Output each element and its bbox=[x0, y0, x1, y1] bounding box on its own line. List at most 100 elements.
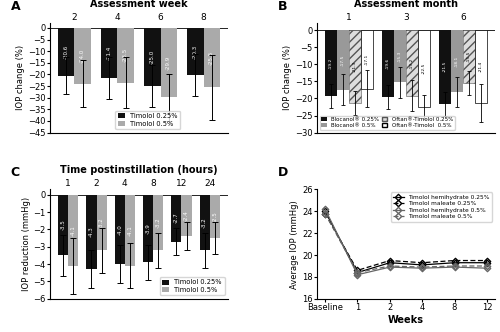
Y-axis label: IOP change (%): IOP change (%) bbox=[284, 45, 292, 111]
Bar bbox=[418, 30, 430, 107]
Text: -4.1: -4.1 bbox=[71, 225, 76, 236]
Line: Timolol hemihydrate 0.5%: Timolol hemihydrate 0.5% bbox=[322, 206, 490, 278]
Text: D: D bbox=[278, 166, 288, 179]
Text: -19.2: -19.2 bbox=[329, 57, 333, 68]
Timolol maleate 0.25% bbox=[419, 261, 425, 265]
Bar bbox=[361, 30, 373, 89]
Text: B: B bbox=[278, 0, 287, 13]
Title: Time postinstillation (hours): Time postinstillation (hours) bbox=[60, 165, 218, 175]
Bar bbox=[160, 28, 177, 98]
Text: -2.7: -2.7 bbox=[174, 213, 179, 223]
Bar bbox=[210, 195, 220, 238]
Text: -22.5: -22.5 bbox=[422, 63, 426, 74]
Bar bbox=[58, 195, 68, 255]
Timolol maleate 0.25% bbox=[322, 211, 328, 215]
Timolol hemihydrate 0.5% bbox=[387, 265, 393, 269]
Y-axis label: IOP change (%): IOP change (%) bbox=[16, 45, 26, 111]
Bar bbox=[182, 195, 192, 236]
Text: -15.3: -15.3 bbox=[398, 50, 402, 62]
Y-axis label: Average IOP (mmHg): Average IOP (mmHg) bbox=[290, 200, 300, 289]
Timolol maleate 0.5% bbox=[354, 271, 360, 275]
Text: C: C bbox=[11, 166, 20, 179]
Bar bbox=[463, 30, 475, 83]
Timolol maleate 0.25% bbox=[452, 259, 458, 263]
Timolol maleate 0.5% bbox=[419, 265, 425, 269]
Bar bbox=[58, 28, 74, 76]
Text: -29.9: -29.9 bbox=[166, 55, 171, 70]
Bar bbox=[153, 195, 164, 250]
Bar bbox=[451, 30, 463, 92]
Text: -15.5: -15.5 bbox=[467, 51, 471, 62]
Line: Timolol maleate 0.5%: Timolol maleate 0.5% bbox=[322, 210, 490, 276]
Bar bbox=[114, 195, 125, 264]
Timolol maleate 0.5% bbox=[452, 264, 458, 268]
Bar bbox=[96, 195, 106, 250]
Text: -23.5: -23.5 bbox=[123, 48, 128, 62]
Bar bbox=[406, 30, 418, 96]
Text: -25.5: -25.5 bbox=[209, 50, 214, 65]
Bar bbox=[204, 28, 220, 87]
Bar bbox=[143, 195, 153, 262]
Text: -4.1: -4.1 bbox=[128, 225, 132, 236]
Text: -21.3: -21.3 bbox=[353, 61, 357, 72]
Text: -3.9: -3.9 bbox=[146, 223, 150, 234]
Legend: Timolol 0.25%, Timolol 0.5%: Timolol 0.25%, Timolol 0.5% bbox=[116, 111, 180, 129]
Bar bbox=[439, 30, 451, 104]
Text: -3.2: -3.2 bbox=[99, 217, 104, 228]
Bar bbox=[349, 30, 361, 103]
Text: -20.3: -20.3 bbox=[193, 44, 198, 59]
Timolol hemihydrate 0.25% bbox=[419, 263, 425, 267]
Timolol hemihydrate 0.25% bbox=[387, 261, 393, 265]
Timolol hemihydrate 0.25% bbox=[452, 261, 458, 265]
Timolol maleate 0.25% bbox=[354, 268, 360, 272]
Bar bbox=[86, 195, 97, 269]
Bar bbox=[125, 195, 135, 266]
Bar bbox=[187, 28, 204, 75]
Line: Timolol maleate 0.25%: Timolol maleate 0.25% bbox=[322, 210, 490, 274]
Timolol maleate 0.5% bbox=[322, 211, 328, 215]
Bar bbox=[74, 28, 91, 84]
Timolol hemihydrate 0.5% bbox=[322, 207, 328, 211]
Text: -21.4: -21.4 bbox=[479, 61, 483, 72]
Bar bbox=[118, 28, 134, 83]
Bar bbox=[200, 195, 209, 250]
Text: -18.1: -18.1 bbox=[455, 55, 459, 67]
Timolol maleate 0.25% bbox=[387, 259, 393, 263]
Text: -19.2: -19.2 bbox=[410, 57, 414, 68]
Text: -3.2: -3.2 bbox=[156, 217, 160, 228]
Text: -4.0: -4.0 bbox=[118, 224, 122, 235]
Text: -17.1: -17.1 bbox=[365, 54, 369, 65]
Legend: Timolol hemihydrate 0.25%, Timolol maleate 0.25%, Timolol hemihydrate 0.5%, Timo: Timolol hemihydrate 0.25%, Timolol malea… bbox=[391, 192, 492, 221]
Bar bbox=[382, 30, 394, 97]
Text: -19.6: -19.6 bbox=[386, 58, 390, 69]
Text: -21.5: -21.5 bbox=[443, 61, 447, 72]
Text: -24.0: -24.0 bbox=[80, 49, 85, 63]
Text: -2.4: -2.4 bbox=[184, 210, 189, 221]
Timolol hemihydrate 0.5% bbox=[452, 265, 458, 269]
Title: Assessment month: Assessment month bbox=[354, 0, 458, 9]
Timolol hemihydrate 0.5% bbox=[419, 266, 425, 270]
Text: -20.6: -20.6 bbox=[64, 45, 69, 59]
X-axis label: Weeks: Weeks bbox=[388, 315, 424, 325]
Timolol hemihydrate 0.25% bbox=[322, 209, 328, 213]
Bar bbox=[337, 30, 349, 90]
Text: -3.2: -3.2 bbox=[202, 217, 207, 228]
Text: A: A bbox=[11, 0, 20, 13]
Text: -17.5: -17.5 bbox=[341, 54, 345, 66]
Bar bbox=[394, 30, 406, 82]
Bar bbox=[144, 28, 160, 86]
Text: -25.0: -25.0 bbox=[150, 50, 155, 64]
Bar bbox=[475, 30, 487, 103]
Timolol maleate 0.5% bbox=[387, 264, 393, 268]
Text: -21.4: -21.4 bbox=[107, 46, 112, 60]
Bar bbox=[325, 30, 337, 96]
Legend: Blocanol® 0.25%, Blocanol® 0.5%, Oftan®-Timolol 0.25%, Oftan®-Timolol  0.5%: Blocanol® 0.25%, Blocanol® 0.5%, Oftan®-… bbox=[320, 116, 454, 130]
Text: -3.5: -3.5 bbox=[60, 220, 66, 230]
Timolol hemihydrate 0.25% bbox=[484, 261, 490, 265]
Y-axis label: IOP reduction (mmHg): IOP reduction (mmHg) bbox=[22, 197, 30, 291]
Timolol maleate 0.25% bbox=[484, 259, 490, 263]
Line: Timolol hemihydrate 0.25%: Timolol hemihydrate 0.25% bbox=[322, 208, 490, 276]
Timolol maleate 0.5% bbox=[484, 264, 490, 268]
Bar bbox=[101, 28, 117, 78]
Timolol hemihydrate 0.5% bbox=[354, 273, 360, 277]
